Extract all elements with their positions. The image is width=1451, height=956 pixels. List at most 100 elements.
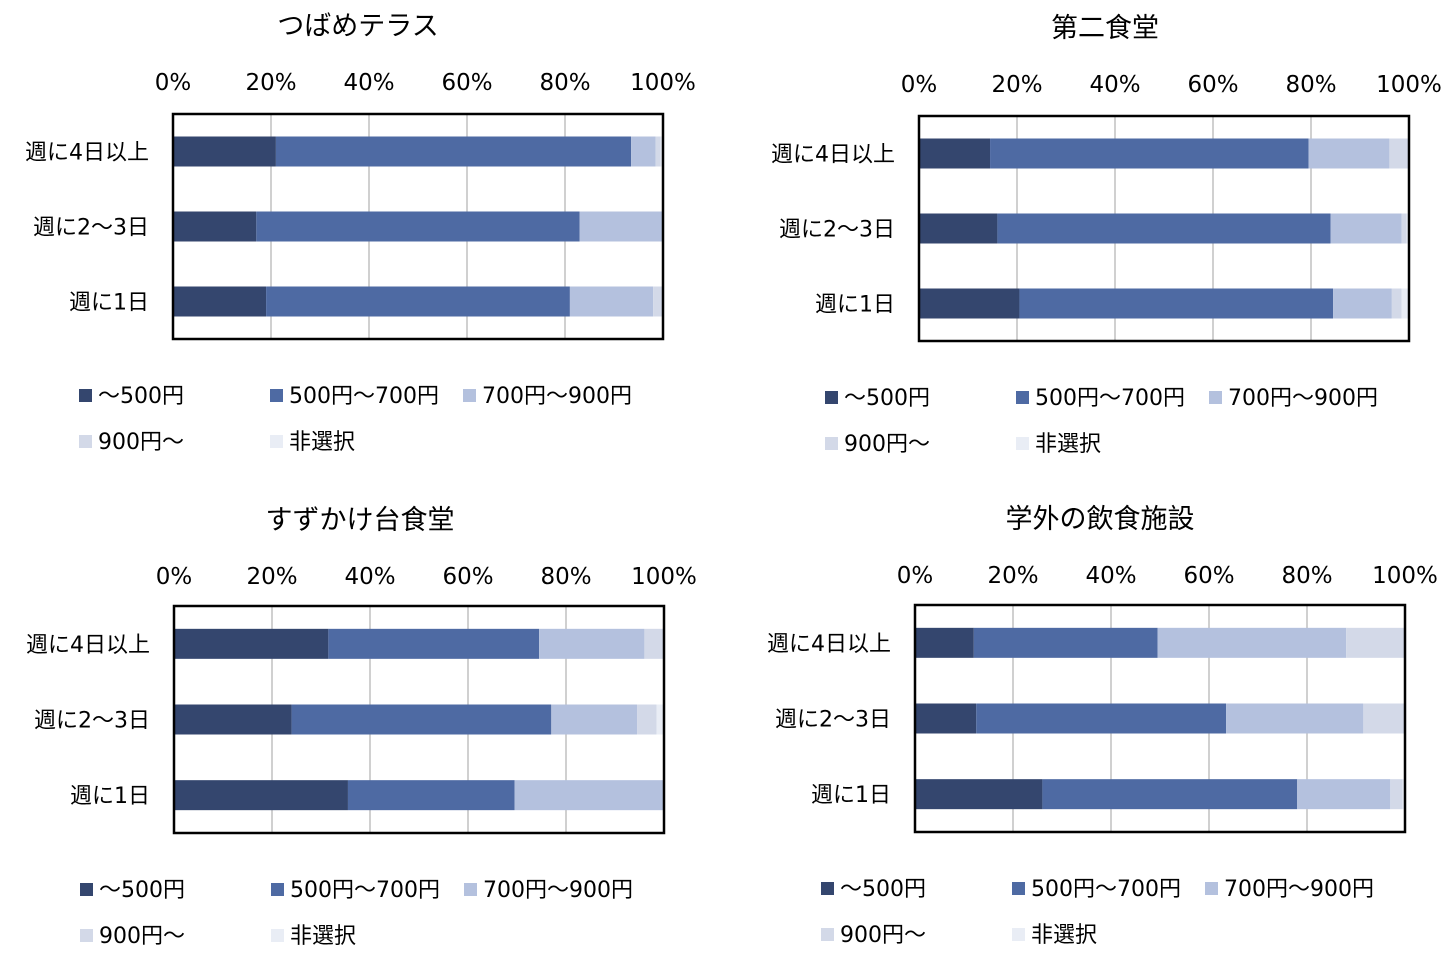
bar-segment [1019,288,1334,319]
bar-segment [579,211,663,242]
category-label: 週に4日以上 [25,141,149,166]
legend-swatch [1016,391,1029,404]
legend-label: 700円～900円 [483,878,633,903]
legend-label: 500円～700円 [289,384,439,409]
legend-label: 非選択 [289,430,355,455]
x-tick-label: 0% [156,564,193,590]
bar-segment [990,138,1309,169]
x-tick-label: 80% [540,564,591,590]
legend-label: ～500円 [99,878,185,903]
category-label: 週に2～3日 [34,709,150,734]
x-tick-label: 100% [1372,563,1438,589]
plot-frame [172,604,666,835]
legend-swatch [825,391,838,404]
legend-label: 900円～ [98,430,184,455]
bar-segment [291,704,552,735]
bar-segment [1330,213,1402,244]
legend-swatch [1012,882,1025,895]
bar-segment [514,780,664,811]
bar-segment [1042,779,1298,810]
bar-segment [174,628,329,659]
bar-segment [551,704,638,735]
legend-swatch [271,883,284,896]
legend-swatch [80,929,93,942]
legend-swatch [463,389,476,402]
legend-label: 700円～900円 [1224,877,1374,902]
legend-label: 700円～900円 [482,384,632,409]
x-tick-label: 60% [442,564,493,590]
bar-segment [174,780,348,811]
category-label: 週に1日 [815,293,895,318]
category-label: 週に1日 [70,784,150,809]
bar-segment [631,136,656,167]
legend-swatch [1012,928,1025,941]
bar-segment [1390,779,1403,810]
category-label: 週に4日以上 [767,632,891,657]
bar-segment [976,703,1227,734]
bar-segment [1226,703,1364,734]
x-tick-label: 60% [441,70,492,96]
bar-segment [266,286,570,317]
chart-title: つばめテラス [277,11,438,42]
legend-swatch [270,435,283,448]
bar-segment [973,627,1158,658]
bar-segment [919,138,991,169]
chart-panel-1: つばめテラス 0% 20% 40% 60% 80% 100% 週に4日以上週に2～3日週に1日… [25,11,696,455]
legend-swatch [464,883,477,896]
plot-frame [917,114,1411,343]
chart-title: 第二食堂 [1051,13,1159,44]
x-tick-label: 40% [343,70,394,96]
bar-segment [173,211,257,242]
legend-swatch [821,882,834,895]
category-label: 週に2～3日 [779,218,895,243]
bar-segment [997,213,1331,244]
bar-segment [328,628,540,659]
bar-segment [1391,288,1402,319]
legend-label: ～500円 [844,386,930,411]
legend-label: 500円～700円 [290,878,440,903]
bar-segment [539,628,645,659]
chart-panel-3: すずかけ台食堂 0% 20% 40% 60% 80% 100% 週に4日以上週に2～3日週に1… [26,505,697,949]
bar-segment [656,704,664,735]
x-tick-label: 40% [1085,563,1136,589]
category-label: 週に2～3日 [33,216,149,241]
category-label: 週に4日以上 [771,143,895,168]
legend-label: 500円～700円 [1035,386,1185,411]
chart-title: 学外の飲食施設 [1006,504,1195,535]
bar-segment [915,627,974,658]
category-label: 週に1日 [69,291,149,316]
bar-segment [919,213,998,244]
x-tick-label: 20% [245,70,296,96]
x-tick-label: 20% [991,72,1042,98]
legend-swatch [1205,882,1218,895]
bar-segment [1389,138,1409,169]
bar-segment [644,628,664,659]
bar-segment [173,136,276,167]
category-label: 週に1日 [811,783,891,808]
legend-label: 700円～900円 [1228,386,1378,411]
x-tick-label: 0% [155,70,192,96]
legend-label: 900円～ [840,923,926,948]
bar-segment [1363,703,1405,734]
x-tick-label: 100% [631,564,697,590]
bar-segment [1157,627,1347,658]
category-label: 週に2～3日 [775,708,891,733]
bar-segment [256,211,580,242]
bar-segment [347,780,515,811]
bar-segment [655,136,661,167]
bar-segment [1297,779,1391,810]
bar-segment [1401,213,1407,244]
bar-segment [1333,288,1392,319]
x-tick-label: 80% [1285,72,1336,98]
bar-segment [915,779,1043,810]
chart-panel-4: 学外の飲食施設 0% 20% 40% 60% 80% 100% 週に4日以上週に2～3日週に1… [767,504,1438,948]
bar-segment [919,288,1020,319]
x-tick-label: 20% [246,564,297,590]
legend-swatch [821,928,834,941]
x-tick-label: 60% [1183,563,1234,589]
bar-segment [653,286,663,317]
x-tick-label: 40% [1089,72,1140,98]
legend-swatch [1016,437,1029,450]
legend-swatch [80,883,93,896]
